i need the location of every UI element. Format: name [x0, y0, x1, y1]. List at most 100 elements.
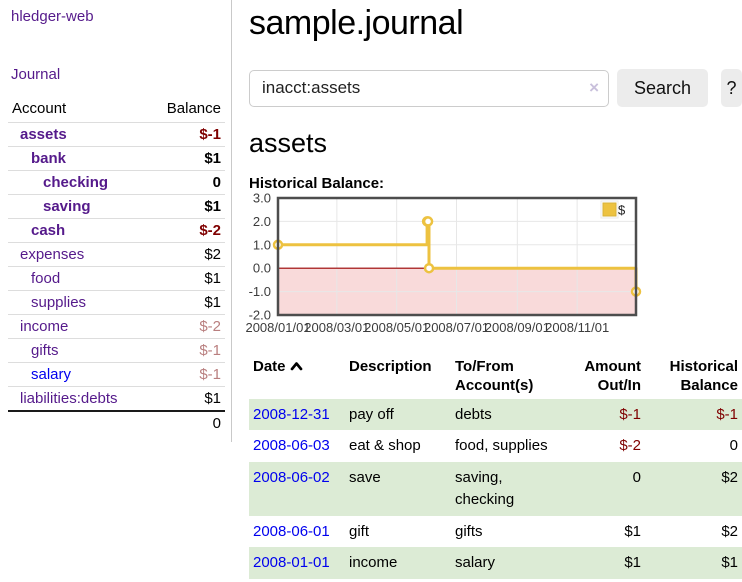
- transaction-amount: $-2: [619, 437, 641, 455]
- transaction-description: pay off: [349, 405, 394, 423]
- account-row: liabilities:debts $1: [8, 386, 225, 411]
- account-link[interactable]: checking: [43, 174, 109, 191]
- account-link[interactable]: income: [20, 318, 69, 335]
- search-button[interactable]: Search: [617, 69, 709, 108]
- transaction-description: save: [349, 469, 381, 487]
- transaction-date-link[interactable]: 2008-01-01: [253, 554, 330, 572]
- account-title: assets: [249, 128, 328, 159]
- clear-search-icon[interactable]: ×: [589, 77, 599, 97]
- account-row: supplies $1: [8, 290, 225, 315]
- transaction-date-link[interactable]: 2008-06-02: [253, 469, 330, 487]
- account-row: food $1: [8, 266, 225, 291]
- transaction-row: 2008-06-03 eat & shop food, supplies $-2 0: [249, 430, 742, 462]
- account-balance: $-2: [148, 218, 225, 243]
- account-row: income $-2: [8, 314, 225, 339]
- svg-text:2.0: 2.0: [253, 214, 271, 229]
- svg-text:2008/07/01: 2008/07/01: [424, 320, 489, 335]
- account-link[interactable]: liabilities:debts: [20, 390, 118, 407]
- account-balance: $1: [148, 194, 225, 219]
- accounts-total-value: 0: [148, 410, 225, 435]
- svg-text:3.0: 3.0: [253, 191, 271, 206]
- account-balance: $-1: [148, 122, 225, 147]
- transaction-balance: $-1: [716, 405, 738, 423]
- account-link[interactable]: saving: [43, 198, 91, 215]
- account-balance: $1: [148, 266, 225, 291]
- svg-text:2008/05/01: 2008/05/01: [364, 320, 429, 335]
- account-link[interactable]: bank: [31, 150, 67, 167]
- account-link[interactable]: gifts: [31, 342, 59, 359]
- app-brand-link[interactable]: hledger-web: [11, 8, 94, 25]
- transaction-date-link[interactable]: 2008-06-03: [253, 437, 330, 455]
- account-link[interactable]: salary: [31, 366, 72, 383]
- account-link[interactable]: food: [31, 270, 61, 287]
- search-form: × Search ?: [249, 69, 742, 108]
- main-content: sample.journal × Search ? assets Histori…: [245, 0, 742, 580]
- register-header-accounts: To/From Account(s): [455, 358, 534, 394]
- account-row: saving $1: [8, 194, 225, 219]
- search-input[interactable]: [249, 69, 609, 107]
- svg-text:2008/09/01: 2008/09/01: [485, 320, 550, 335]
- transaction-date-link[interactable]: 2008-12-31: [253, 405, 330, 423]
- sidebar-item-journal[interactable]: Journal: [11, 66, 61, 83]
- account-row: assets $-1: [8, 122, 225, 147]
- transaction-date-link[interactable]: 2008-06-01: [253, 522, 330, 540]
- account-row: gifts $-1: [8, 338, 225, 363]
- transaction-amount: $1: [624, 554, 641, 572]
- register-header-amount: Amount Out/In: [584, 358, 641, 394]
- transaction-description: income: [349, 554, 398, 572]
- accounts-table: Account Balance assets $-1 bank $1 checking 0…: [8, 97, 225, 435]
- register-header-description: Description: [349, 358, 432, 376]
- account-balance: $-2: [148, 314, 225, 339]
- sort-up-icon: [290, 362, 302, 371]
- help-button[interactable]: ?: [721, 69, 742, 108]
- historical-balance-chart[interactable]: 3.0 2.0 1.0 0.0 -1.0 -2.02008/01/012008/03/01…: [245, 191, 742, 338]
- account-balance: $1: [148, 386, 225, 411]
- transaction-accounts: debts: [455, 405, 492, 423]
- svg-text:$: $: [618, 203, 626, 218]
- account-link[interactable]: assets: [20, 126, 67, 143]
- transaction-row: 2008-06-01 gift gifts $1 $2: [249, 516, 742, 548]
- transaction-accounts: salary: [455, 554, 496, 572]
- svg-text:2008/03/01: 2008/03/01: [304, 320, 369, 335]
- svg-text:1.0: 1.0: [253, 237, 271, 252]
- transaction-accounts: saving, checking: [455, 469, 515, 508]
- svg-text:2008/11/01: 2008/11/01: [545, 320, 609, 335]
- account-balance: $-1: [148, 362, 225, 387]
- account-row: salary $-1: [8, 362, 225, 387]
- chart-label: Historical Balance:: [249, 175, 385, 193]
- account-row: bank $1: [8, 146, 225, 171]
- transaction-amount: $1: [624, 522, 641, 540]
- transaction-row: 2008-12-31 pay off debts $-1 $-1: [249, 398, 742, 431]
- accounts-header-balance: Balance: [166, 100, 221, 117]
- register-header-date[interactable]: Date: [249, 355, 345, 399]
- account-row: cash $-2: [8, 218, 225, 243]
- transaction-balance: 0: [729, 437, 738, 455]
- account-link[interactable]: expenses: [20, 246, 85, 263]
- accounts-total-spacer: [8, 410, 149, 435]
- account-row: expenses $2: [8, 242, 225, 267]
- register-table: Date Description To/From Account(s) Amou…: [249, 355, 742, 580]
- account-balance: $1: [148, 146, 225, 171]
- transaction-balance: $2: [721, 469, 738, 487]
- account-row: checking 0: [8, 170, 225, 195]
- account-balance: $2: [148, 242, 225, 267]
- accounts-header-account: Account: [12, 100, 67, 117]
- transaction-amount: 0: [632, 469, 641, 487]
- account-balance: 0: [148, 170, 225, 195]
- sidebar: hledger-web Journal Account Balance asse…: [0, 0, 232, 442]
- transaction-accounts: gifts: [455, 522, 483, 540]
- svg-text:2008/01/01: 2008/01/01: [245, 320, 310, 335]
- account-link[interactable]: cash: [31, 222, 66, 239]
- page-title: sample.journal: [249, 4, 464, 42]
- transaction-accounts: food, supplies: [455, 437, 548, 455]
- svg-text:-2.0: -2.0: [249, 308, 271, 323]
- account-link[interactable]: supplies: [31, 294, 87, 311]
- transaction-balance: $1: [721, 554, 738, 572]
- svg-text:0.0: 0.0: [253, 261, 271, 276]
- transaction-amount: $-1: [619, 405, 641, 423]
- transaction-description: eat & shop: [349, 437, 421, 455]
- transaction-balance: $2: [721, 522, 738, 540]
- svg-text:-1.0: -1.0: [249, 284, 271, 299]
- transaction-row: 2008-06-02 save saving, checking 0 $2: [249, 462, 742, 516]
- account-balance: $1: [148, 290, 225, 315]
